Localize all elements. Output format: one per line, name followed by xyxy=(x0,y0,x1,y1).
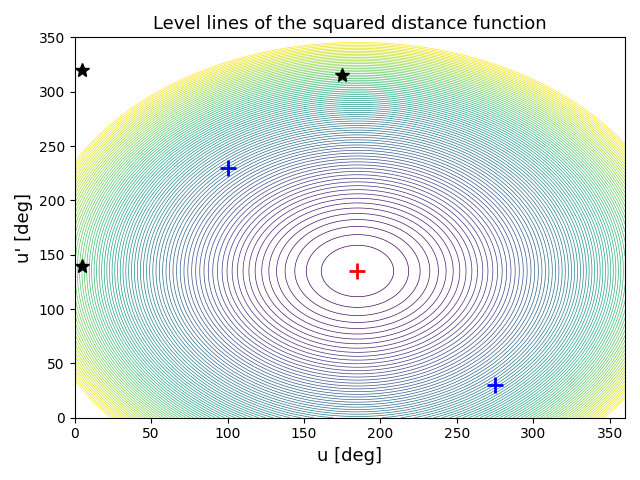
X-axis label: u [deg]: u [deg] xyxy=(317,447,382,465)
Y-axis label: u' [deg]: u' [deg] xyxy=(15,192,33,263)
Title: Level lines of the squared distance function: Level lines of the squared distance func… xyxy=(153,15,547,33)
